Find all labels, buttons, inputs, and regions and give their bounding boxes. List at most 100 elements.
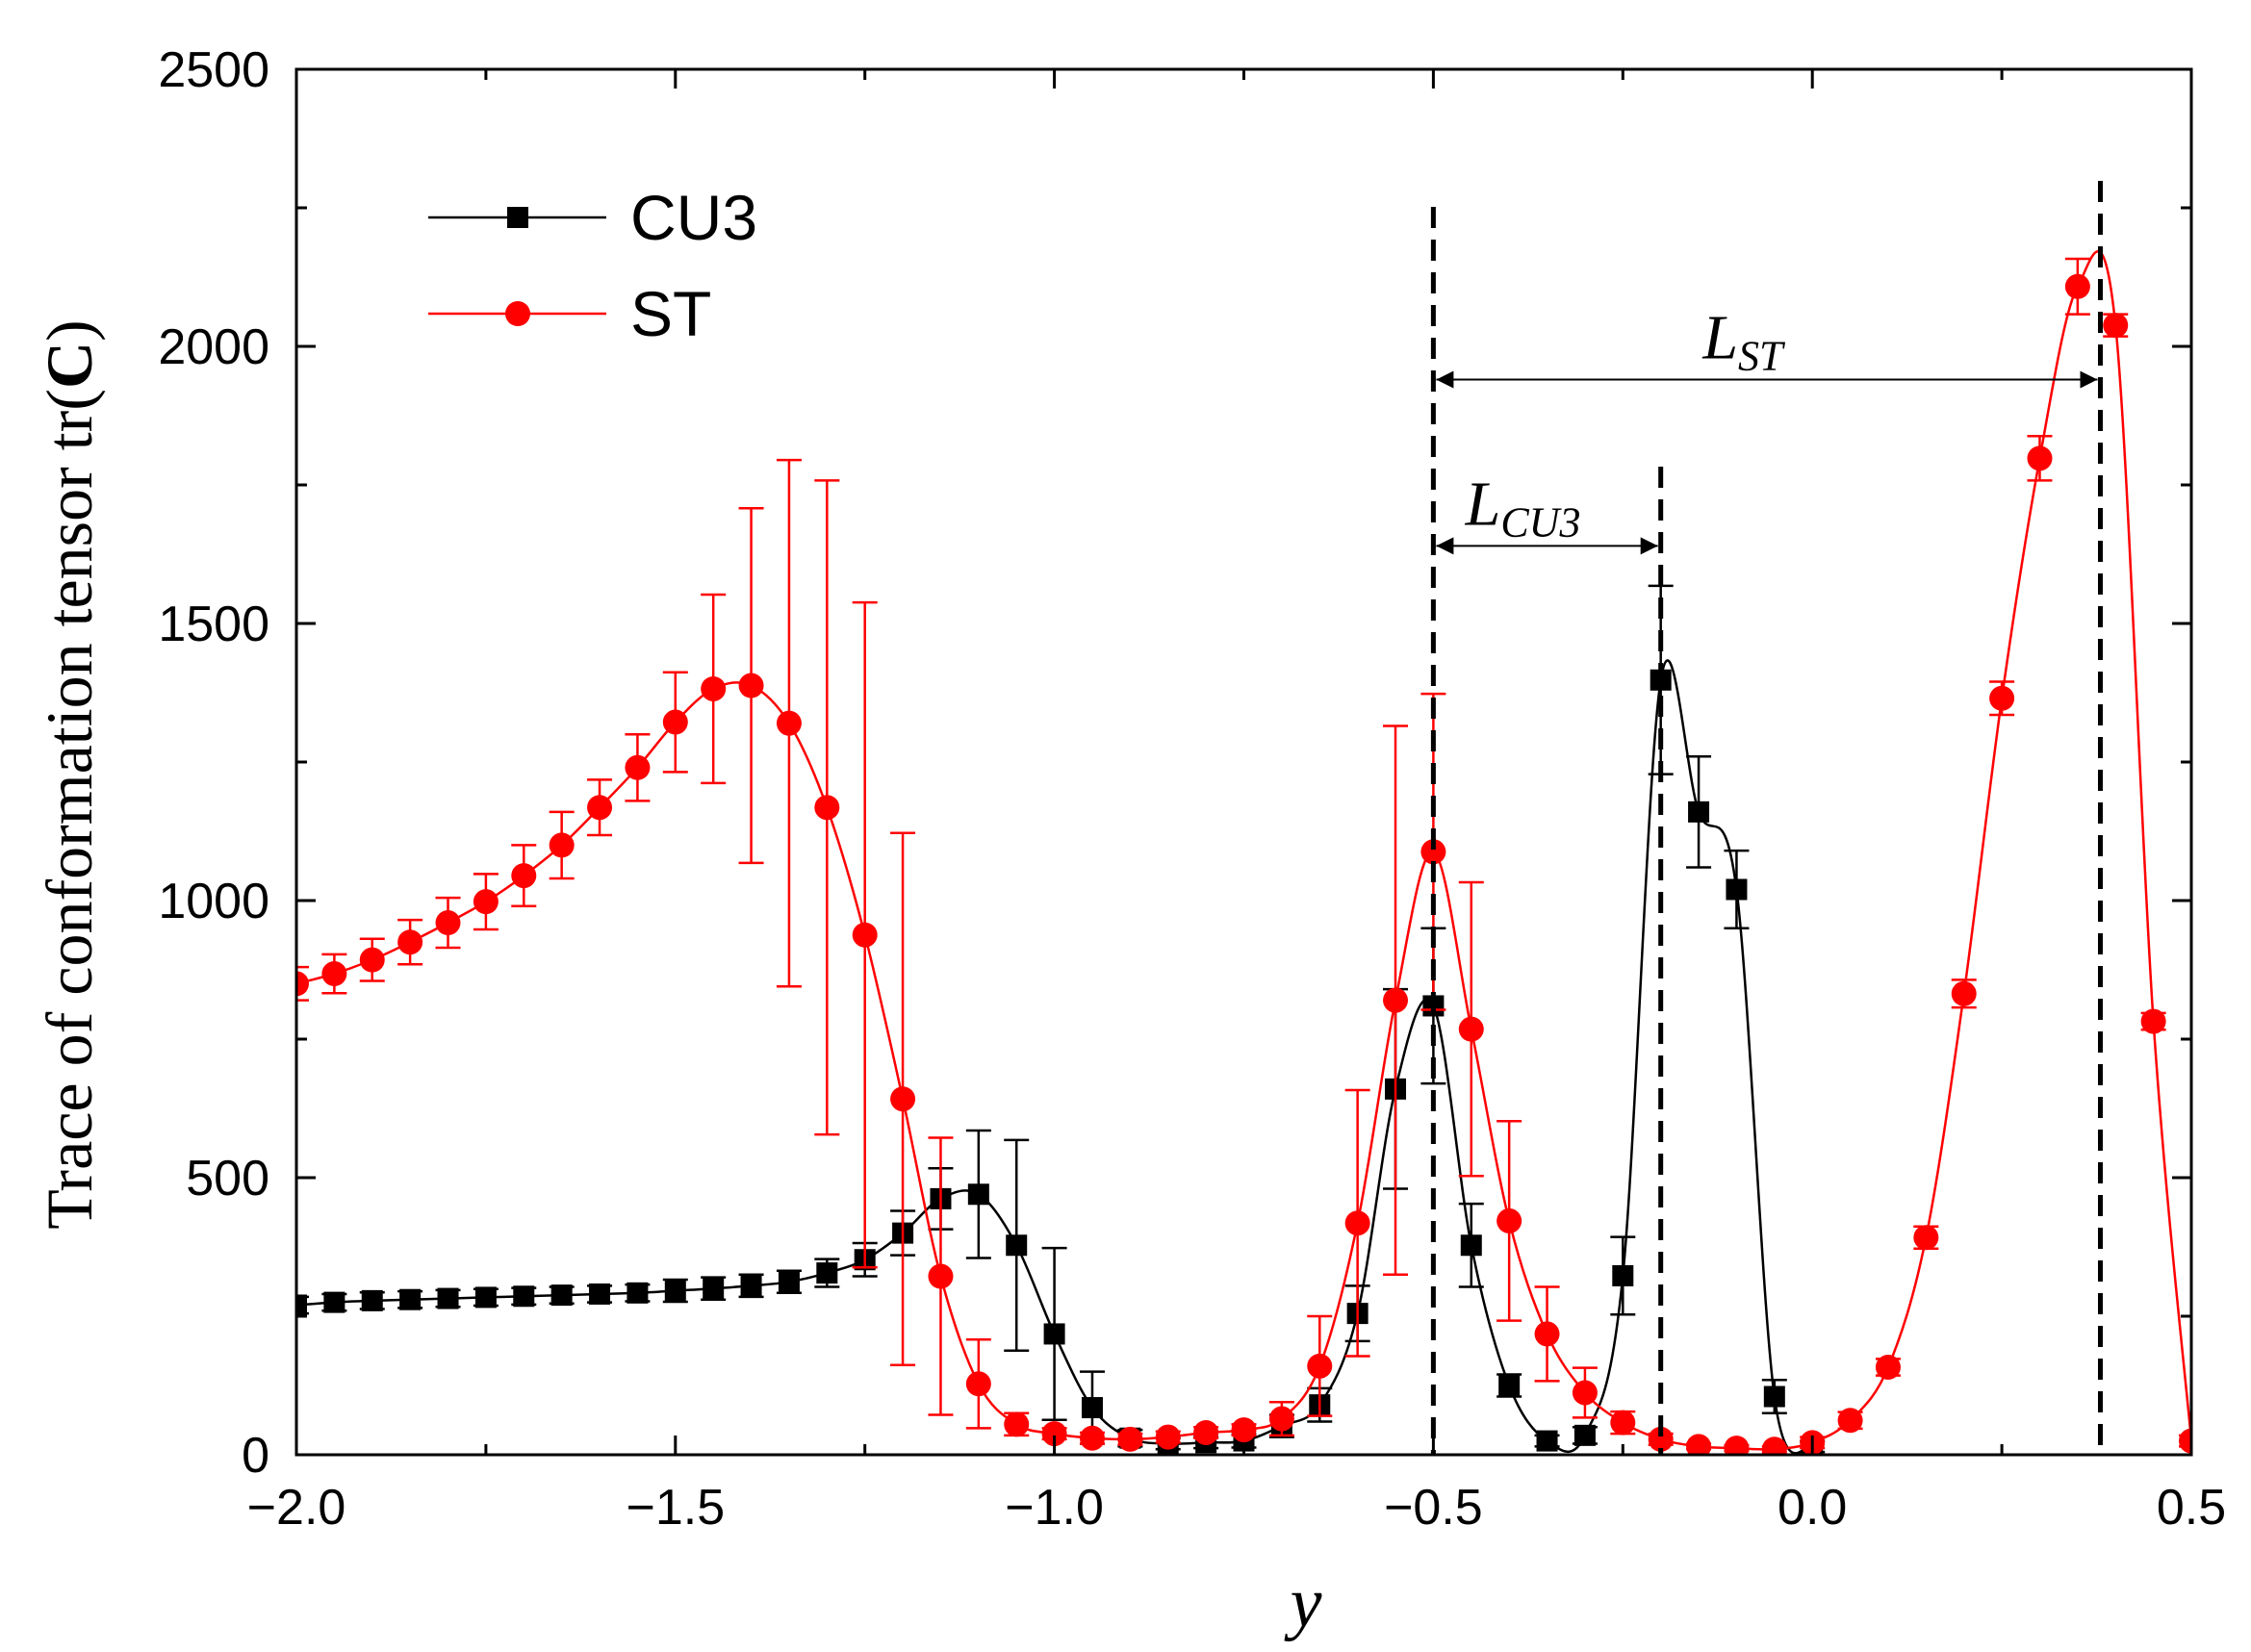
data-point-st (1117, 1426, 1143, 1452)
data-point-cu3 (664, 1280, 686, 1302)
data-point-st (1913, 1225, 1939, 1251)
data-point-cu3 (778, 1271, 800, 1293)
data-point-st (1307, 1353, 1333, 1379)
data-point-st (1004, 1411, 1030, 1437)
data-point-st (321, 961, 347, 987)
data-point-st (1496, 1207, 1522, 1233)
data-point-st (776, 710, 802, 736)
y-axis-title-prefix: Trace of conformation tensor tr( (33, 389, 106, 1230)
series-line-st (296, 250, 2191, 1451)
data-point-st (1875, 1354, 1901, 1380)
x-tick-label: −0.5 (1384, 1480, 1483, 1536)
x-tick-label: −2.0 (247, 1480, 346, 1536)
x-tick-label: −1.5 (626, 1480, 725, 1536)
data-point-st (1268, 1406, 1294, 1432)
y-axis-title: Trace of conformation tensor tr(C) (33, 319, 106, 1229)
x-axis-title: y (1284, 1563, 1322, 1642)
data-point-cu3 (1460, 1234, 1482, 1257)
data-point-st (1648, 1426, 1674, 1452)
y-tick-label: 2000 (158, 319, 269, 375)
y-tick-label: 500 (186, 1151, 269, 1207)
data-point-cu3 (1498, 1375, 1521, 1396)
data-point-st (625, 754, 651, 780)
data-point-cu3 (1763, 1385, 1785, 1408)
data-point-cu3 (816, 1262, 838, 1284)
data-point-st (1837, 1408, 1863, 1434)
data-point-st (1572, 1380, 1598, 1406)
data-point-st (549, 832, 575, 858)
data-point-cu3 (1573, 1424, 1596, 1446)
data-point-st (1079, 1425, 1105, 1451)
data-point-cu3 (550, 1284, 573, 1307)
data-point-st (1610, 1410, 1636, 1436)
data-point-cu3 (513, 1285, 535, 1308)
dimension-l-st-label: LST (1701, 303, 1786, 380)
data-point-st (1534, 1321, 1560, 1347)
axes: −2.0 −1.5 −1.0 −0.5 0.0 0.5 0 500 1000 1500 2000 25… (158, 42, 2226, 1536)
data-point-st (1155, 1424, 1181, 1450)
data-point-st (2027, 445, 2053, 471)
legend-entry-st: ST (428, 278, 711, 349)
data-point-cu3 (474, 1286, 497, 1309)
data-point-cu3 (627, 1282, 649, 1304)
data-point-st (2103, 313, 2129, 339)
data-point-st (1344, 1210, 1370, 1236)
data-point-cu3 (1612, 1264, 1634, 1286)
data-point-st (662, 709, 688, 735)
data-point-st (1989, 685, 2015, 711)
data-point-st (1041, 1421, 1067, 1447)
data-point-st (1458, 1016, 1484, 1042)
data-point-cu3 (361, 1289, 383, 1311)
data-point-cu3 (296, 1294, 307, 1316)
legend: CU3 ST (428, 182, 757, 349)
plot-area (296, 250, 2191, 1455)
data-point-st (587, 795, 613, 821)
series-st (296, 250, 2191, 1455)
data-point-st (1686, 1434, 1712, 1455)
data-point-st (1951, 980, 1977, 1006)
y-axis-title-suffix: ) (33, 319, 106, 342)
data-point-st (2064, 273, 2090, 299)
data-point-st (1383, 987, 1409, 1013)
data-point-cu3 (323, 1291, 345, 1313)
data-point-cu3 (1688, 801, 1710, 823)
y-tick-label: 1500 (158, 597, 269, 652)
data-point-st (890, 1086, 916, 1112)
series-cu3 (296, 584, 1826, 1455)
data-point-st (473, 889, 499, 915)
data-point-st (397, 929, 423, 955)
data-point-st (359, 947, 385, 973)
legend-label: CU3 (630, 182, 757, 253)
y-tick-label: 1000 (158, 874, 269, 929)
dimension-l-st-subscript: ST (1738, 333, 1786, 380)
data-point-st (296, 971, 309, 997)
dimension-l-cu3-label: LCU3 (1465, 469, 1581, 546)
data-point-st (852, 922, 878, 948)
data-point-cu3 (1081, 1397, 1103, 1419)
data-point-st (738, 673, 764, 699)
y-tick-label: 2500 (158, 42, 269, 98)
data-point-st (1420, 839, 1446, 865)
data-point-st (814, 795, 840, 821)
y-tick-label: 0 (242, 1428, 269, 1484)
data-point-st (511, 863, 537, 889)
annotation-layer: LCU3 LST (1430, 181, 2103, 1455)
x-tick-label: 0.5 (2157, 1480, 2226, 1536)
data-point-st (1231, 1417, 1257, 1443)
legend-label: ST (630, 278, 711, 349)
data-point-st (2140, 1008, 2166, 1034)
data-point-st (928, 1263, 954, 1289)
data-point-st (1761, 1436, 1787, 1455)
legend-entry-cu3: CU3 (428, 182, 757, 253)
data-point-cu3 (1043, 1323, 1065, 1345)
data-point-cu3 (1536, 1430, 1558, 1452)
x-tick-label: −1.0 (1005, 1480, 1104, 1536)
data-point-st (1193, 1419, 1219, 1445)
error-bar (296, 965, 309, 1002)
data-point-st (435, 910, 461, 936)
data-point-st (2179, 1428, 2191, 1454)
data-point-cu3 (589, 1283, 611, 1305)
data-point-st (965, 1371, 991, 1397)
data-point-cu3 (1726, 878, 1748, 901)
